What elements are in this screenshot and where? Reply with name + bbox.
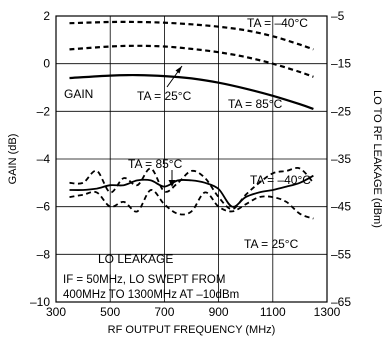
- y2-tick-label: –15: [331, 57, 351, 71]
- y2-tick-label: –35: [331, 152, 351, 166]
- label-gain: GAIN: [64, 87, 93, 101]
- label-lo-leakage: LO LEAKAGE: [98, 252, 173, 266]
- x-tick-label: 500: [100, 305, 120, 319]
- y2-tick-label: –55: [331, 247, 351, 261]
- note-line-1: IF = 50MHz, LO SWEPT FROM: [63, 274, 225, 286]
- y-tick-label: 0: [43, 57, 50, 71]
- series-line-1: [69, 44, 314, 78]
- arrowhead-ta-25-gain: [175, 66, 182, 74]
- x-tick-label: 900: [209, 305, 229, 319]
- y-tick-label: –10: [30, 295, 50, 309]
- y-tick-label: –8: [37, 247, 51, 261]
- label-ta-m40-leak: TA = –40°C: [250, 173, 311, 187]
- label-ta-85-leak: TA = 85°C: [128, 157, 183, 171]
- label-ta-25-leak: TA = 25°C: [244, 237, 299, 251]
- y-tick-label: 2: [43, 9, 50, 23]
- grid: [55, 15, 328, 303]
- y2-tick-label: –5: [331, 9, 345, 23]
- y-tick-label: –2: [37, 104, 51, 118]
- y2-axis-title: LO TO RF LEAKAGE (dBm): [371, 90, 383, 228]
- y2-tick-label: –45: [331, 200, 351, 214]
- series-line-2: [69, 73, 314, 111]
- y-tick-label: –6: [37, 200, 51, 214]
- label-ta-25-gain: TA = 25°C: [137, 89, 192, 103]
- annotations: TA = –40°C TA = 25°C TA = 85°C GAIN TA =…: [63, 16, 311, 301]
- plot-frame: [55, 15, 328, 303]
- series-layer: [69, 20, 315, 220]
- y2-tick-label: –65: [331, 295, 351, 309]
- label-ta-85-gain: TA = 85°C: [228, 97, 283, 111]
- y-tick-label: –4: [37, 152, 51, 166]
- x-tick-label: 1100: [260, 305, 286, 319]
- x-tick-label: 1300: [314, 305, 341, 319]
- y2-tick-label: –25: [331, 104, 351, 118]
- x-tick-label: 300: [46, 305, 66, 319]
- tick-labels: 300 500 700 900 1100 1300 2 0 –2 –4 –6 –8 –10 –5 –15 –2…: [30, 9, 351, 319]
- series-line-3: [69, 174, 314, 208]
- x-tick-label: 700: [154, 305, 174, 319]
- y-axis-title: GAIN (dB): [7, 134, 19, 185]
- series-line-5: [69, 189, 314, 220]
- arrowhead-ta-85-leak: [168, 180, 176, 187]
- series-line-4: [69, 167, 315, 210]
- x-axis-title: RF OUTPUT FREQUENCY (MHz): [108, 324, 276, 336]
- label-ta-m40-gain: TA = –40°C: [247, 16, 308, 30]
- note-line-2: 400MHz TO 1300MHz AT –10dBm: [63, 289, 239, 301]
- series-line-0: [69, 20, 314, 51]
